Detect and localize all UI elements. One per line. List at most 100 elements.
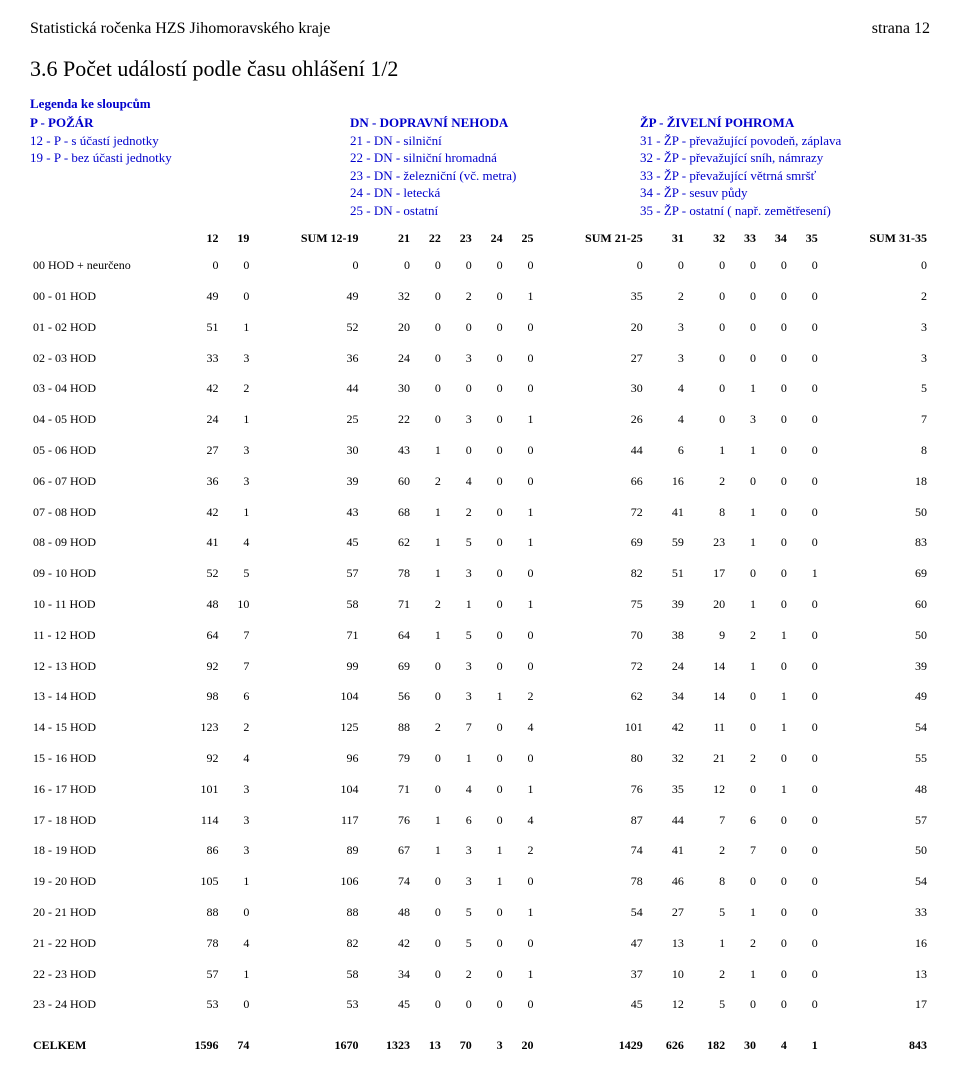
- cell: 0: [475, 589, 506, 620]
- cell: 59: [646, 527, 687, 558]
- cell: 0: [506, 928, 537, 959]
- row-label: 15 - 16 HOD: [30, 743, 170, 774]
- cell: 38: [646, 620, 687, 651]
- cell: 45: [537, 989, 646, 1020]
- cell: 0: [790, 527, 821, 558]
- table-row: 16 - 17 HOD101310471040176351201048: [30, 774, 930, 805]
- cell: 0: [790, 497, 821, 528]
- cell: 3: [821, 343, 930, 374]
- legend-col2-line: 22 - DN - silniční hromadná: [350, 149, 640, 167]
- table-row: 23 - 24 HOD530534500004512500017: [30, 989, 930, 1020]
- cell: 7: [728, 835, 759, 866]
- cell: 2: [221, 712, 252, 743]
- cell: 0: [221, 897, 252, 928]
- cell: 78: [170, 928, 221, 959]
- col-header: 22: [413, 227, 444, 250]
- cell: 1: [475, 835, 506, 866]
- cell: 1: [413, 527, 444, 558]
- cell: 0: [759, 805, 790, 836]
- cell: 12: [646, 989, 687, 1020]
- cell: 3: [221, 805, 252, 836]
- col-header: 21: [362, 227, 413, 250]
- cell: 0: [759, 343, 790, 374]
- cell: 27: [170, 435, 221, 466]
- cell: 6: [728, 805, 759, 836]
- legend-col3-line: 33 - ŽP - převažující větrná smršť: [640, 167, 930, 185]
- cell: 0: [790, 866, 821, 897]
- cell: 2: [506, 835, 537, 866]
- legend-columns: P - POŽÁR 12 - P - s účastí jednotky 19 …: [30, 114, 930, 219]
- cell: 75: [537, 589, 646, 620]
- totals-cell: 1: [790, 1020, 821, 1061]
- cell: 0: [475, 928, 506, 959]
- row-label: 02 - 03 HOD: [30, 343, 170, 374]
- cell: 1: [413, 497, 444, 528]
- cell: 39: [646, 589, 687, 620]
- cell: 13: [821, 959, 930, 990]
- cell: 2: [687, 835, 728, 866]
- cell: 3: [221, 466, 252, 497]
- cell: 41: [170, 527, 221, 558]
- cell: 1: [728, 527, 759, 558]
- col-header: 32: [687, 227, 728, 250]
- cell: 54: [821, 712, 930, 743]
- cell: 3: [444, 866, 475, 897]
- cell: 69: [362, 651, 413, 682]
- cell: 33: [170, 343, 221, 374]
- cell: 0: [728, 774, 759, 805]
- cell: 0: [759, 558, 790, 589]
- totals-cell: 70: [444, 1020, 475, 1061]
- cell: 0: [790, 774, 821, 805]
- row-label: 01 - 02 HOD: [30, 312, 170, 343]
- cell: 0: [759, 404, 790, 435]
- cell: 3: [444, 558, 475, 589]
- cell: 6: [221, 681, 252, 712]
- cell: 0: [728, 866, 759, 897]
- table-row: 00 HOD + neurčeno000000000000000: [30, 250, 930, 281]
- totals-cell: 1670: [252, 1020, 361, 1061]
- cell: 2: [444, 497, 475, 528]
- cell: 54: [821, 866, 930, 897]
- cell: 0: [413, 651, 444, 682]
- cell: 4: [221, 743, 252, 774]
- cell: 0: [475, 651, 506, 682]
- cell: 0: [537, 250, 646, 281]
- legend-col3-line: 34 - ŽP - sesuv půdy: [640, 184, 930, 202]
- cell: 0: [728, 681, 759, 712]
- cell: 71: [252, 620, 361, 651]
- cell: 1: [790, 558, 821, 589]
- cell: 0: [728, 250, 759, 281]
- cell: 0: [475, 774, 506, 805]
- cell: 5: [444, 620, 475, 651]
- totals-cell: 3: [475, 1020, 506, 1061]
- cell: 117: [252, 805, 361, 836]
- cell: 14: [687, 681, 728, 712]
- cell: 17: [687, 558, 728, 589]
- cell: 0: [790, 989, 821, 1020]
- cell: 0: [413, 312, 444, 343]
- cell: 30: [537, 373, 646, 404]
- cell: 0: [759, 743, 790, 774]
- cell: 0: [475, 343, 506, 374]
- cell: 0: [790, 250, 821, 281]
- cell: 0: [759, 373, 790, 404]
- cell: 0: [444, 373, 475, 404]
- cell: 2: [413, 466, 444, 497]
- cell: 54: [537, 897, 646, 928]
- cell: 0: [759, 928, 790, 959]
- table-row: 02 - 03 HOD3333624030027300003: [30, 343, 930, 374]
- cell: 0: [413, 250, 444, 281]
- cell: 42: [646, 712, 687, 743]
- cell: 82: [537, 558, 646, 589]
- cell: 1: [728, 435, 759, 466]
- cell: 0: [362, 250, 413, 281]
- cell: 0: [728, 558, 759, 589]
- cell: 0: [475, 497, 506, 528]
- cell: 3: [221, 835, 252, 866]
- cell: 0: [759, 527, 790, 558]
- cell: 20: [362, 312, 413, 343]
- row-label: 13 - 14 HOD: [30, 681, 170, 712]
- cell: 88: [362, 712, 413, 743]
- cell: 2: [444, 959, 475, 990]
- cell: 35: [646, 774, 687, 805]
